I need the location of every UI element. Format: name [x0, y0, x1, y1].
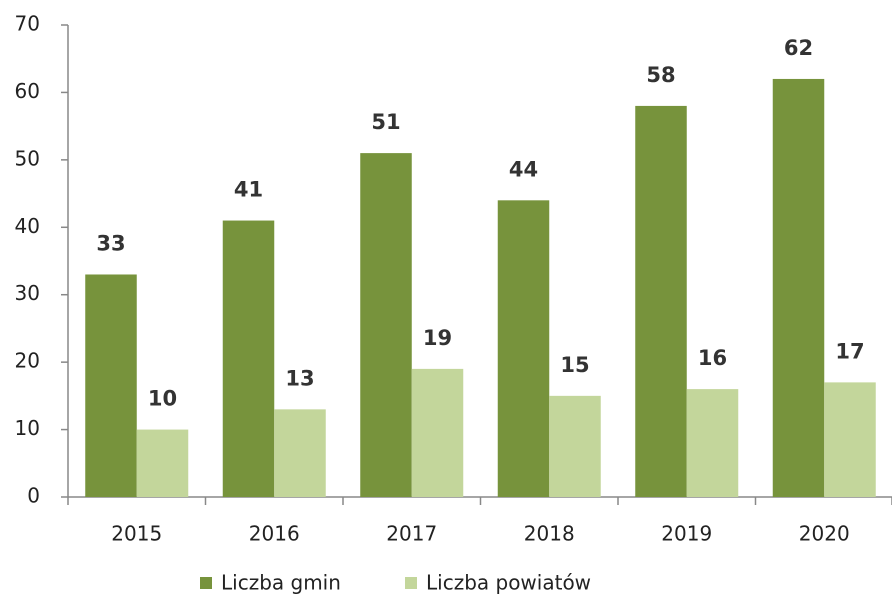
bar — [635, 105, 687, 498]
legend-label: Liczba powiatów — [426, 571, 591, 595]
legend-swatch — [200, 577, 212, 589]
value-label: 15 — [560, 353, 589, 377]
value-label: 19 — [423, 326, 452, 350]
x-tick-label: 2019 — [661, 522, 712, 546]
bar — [411, 368, 464, 497]
value-label: 13 — [285, 366, 314, 390]
y-tick-label: 30 — [15, 281, 40, 305]
value-label: 58 — [646, 63, 675, 87]
value-label: 51 — [371, 110, 400, 134]
x-tick-label: 2020 — [799, 522, 850, 546]
bar — [360, 153, 412, 497]
value-label: 62 — [784, 36, 813, 60]
value-label: 41 — [234, 178, 263, 202]
x-tick-label: 2016 — [249, 522, 300, 546]
legend-label: Liczba gmin — [221, 571, 341, 595]
bar — [772, 78, 825, 497]
value-label: 16 — [698, 346, 727, 370]
bar — [686, 389, 739, 497]
x-tick-label: 2015 — [111, 522, 162, 546]
bar — [136, 429, 189, 497]
bar — [85, 274, 137, 497]
value-label: 44 — [509, 157, 538, 181]
x-tick-label: 2017 — [386, 522, 437, 546]
bar — [549, 395, 601, 497]
y-tick-label: 20 — [15, 349, 40, 373]
bar — [274, 409, 326, 497]
y-tick-label: 40 — [15, 214, 40, 238]
y-tick-label: 0 — [27, 484, 40, 508]
bar — [824, 382, 876, 497]
bar — [222, 220, 275, 498]
x-tick-label: 2018 — [524, 522, 575, 546]
bar — [497, 200, 550, 498]
value-label: 10 — [148, 387, 177, 411]
y-tick-label: 70 — [15, 12, 40, 36]
y-tick-label: 60 — [15, 79, 40, 103]
y-tick-label: 50 — [15, 146, 40, 170]
value-label: 17 — [835, 339, 864, 363]
value-label: 33 — [96, 231, 125, 255]
y-tick-label: 10 — [15, 416, 40, 440]
legend-swatch — [405, 577, 417, 589]
